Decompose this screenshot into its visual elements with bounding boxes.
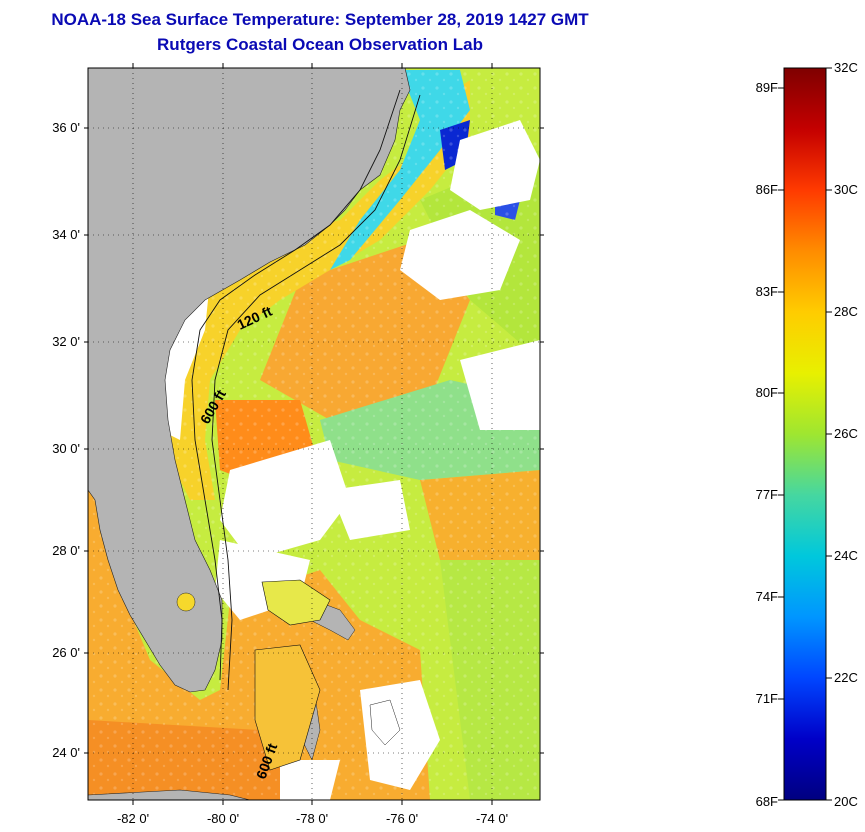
- cb-c-label: 28C: [834, 304, 858, 319]
- lake-okeechobee: [176, 592, 196, 612]
- lat-label-26: 26 0': [52, 645, 80, 660]
- cb-f-label: 68F: [756, 794, 778, 809]
- bahama-bank: [261, 579, 331, 626]
- land-cuba: [88, 789, 251, 800]
- map-frame: [87, 67, 541, 801]
- cb-f-label: 71F: [756, 691, 778, 706]
- land-bahamas: [369, 699, 401, 746]
- lon-label-78: -78 0': [296, 811, 328, 826]
- bahama-bank: [254, 644, 321, 771]
- lat-label-28: 28 0': [52, 543, 80, 558]
- contour-120ft: [191, 89, 401, 681]
- graticule: [88, 68, 540, 800]
- title-line-2: Rutgers Coastal Ocean Observation Lab: [157, 35, 483, 54]
- cb-f-label: 89F: [756, 80, 778, 95]
- cb-c-label: 30C: [834, 182, 858, 197]
- cb-c-label: 20C: [834, 794, 858, 809]
- cb-c-label: 32C: [834, 60, 858, 75]
- cb-f-label: 80F: [756, 385, 778, 400]
- lat-label-32: 32 0': [52, 334, 80, 349]
- lon-label-82: -82 0': [117, 811, 149, 826]
- axis-ticks: [84, 63, 544, 805]
- lat-label-24: 24 0': [52, 745, 80, 760]
- colorbar-ticks: [778, 67, 832, 801]
- colorbar: [783, 67, 827, 801]
- title-line-1: NOAA-18 Sea Surface Temperature: Septemb…: [51, 10, 589, 29]
- map-area: 120 ft 600 ft 600 ft: [88, 68, 540, 800]
- cb-c-label: 24C: [834, 548, 858, 563]
- lon-label-74: -74 0': [476, 811, 508, 826]
- lon-label-76: -76 0': [386, 811, 418, 826]
- contour-600ft: [211, 94, 421, 691]
- lon-label-80: -80 0': [207, 811, 239, 826]
- cb-f-label: 86F: [756, 182, 778, 197]
- lat-label-30: 30 0': [52, 441, 80, 456]
- cb-f-label: 83F: [756, 284, 778, 299]
- lat-label-34: 34 0': [52, 227, 80, 242]
- cb-c-label: 26C: [834, 426, 858, 441]
- cb-f-label: 74F: [756, 589, 778, 604]
- cb-f-label: 77F: [756, 487, 778, 502]
- land-us-southeast: [88, 68, 411, 693]
- cb-c-label: 22C: [834, 670, 858, 685]
- lat-label-36: 36 0': [52, 120, 80, 135]
